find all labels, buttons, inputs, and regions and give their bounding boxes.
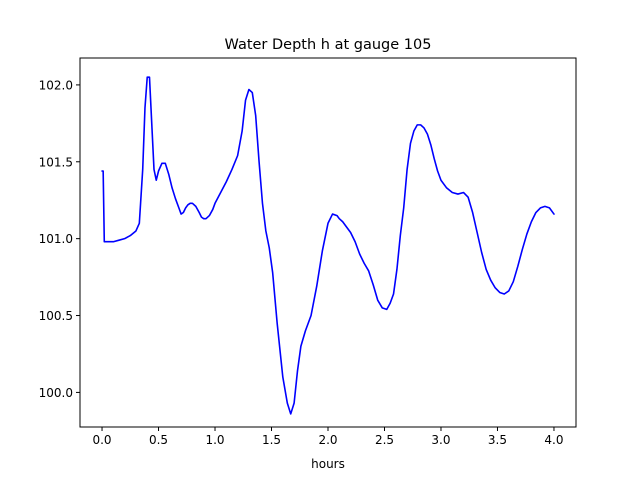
x-tick-label: 0.0 [92,433,111,447]
x-tick-label: 2.0 [318,433,337,447]
x-tick-label: 2.5 [375,433,394,447]
x-axis-label: hours [311,457,345,471]
plot-area-frame [79,57,577,428]
x-tick-label: 4.0 [544,433,563,447]
y-tick-label: 100.0 [39,386,73,400]
series-line-0 [101,76,555,415]
x-tick-label: 3.5 [488,433,507,447]
y-tick-label: 102.0 [39,78,73,92]
x-tick-label: 1.0 [205,433,224,447]
y-tick-label: 100.5 [39,309,73,323]
axes-frame [79,57,577,428]
plot-content [101,76,555,415]
x-axis-ticks: 0.0 0.5 1.0 1.5 2.0 2.5 3.0 3.5 4.0 [92,427,564,447]
y-tick-label: 101.0 [39,232,73,246]
y-tick-label: 101.5 [39,155,73,169]
chart-title: Water Depth h at gauge 105 [225,37,432,53]
x-tick-label: 3.0 [431,433,450,447]
y-axis-ticks: 100.0 100.5 101.0 101.5 102.0 [39,78,80,400]
x-tick-label: 1.5 [262,433,281,447]
x-tick-label: 0.5 [149,433,168,447]
